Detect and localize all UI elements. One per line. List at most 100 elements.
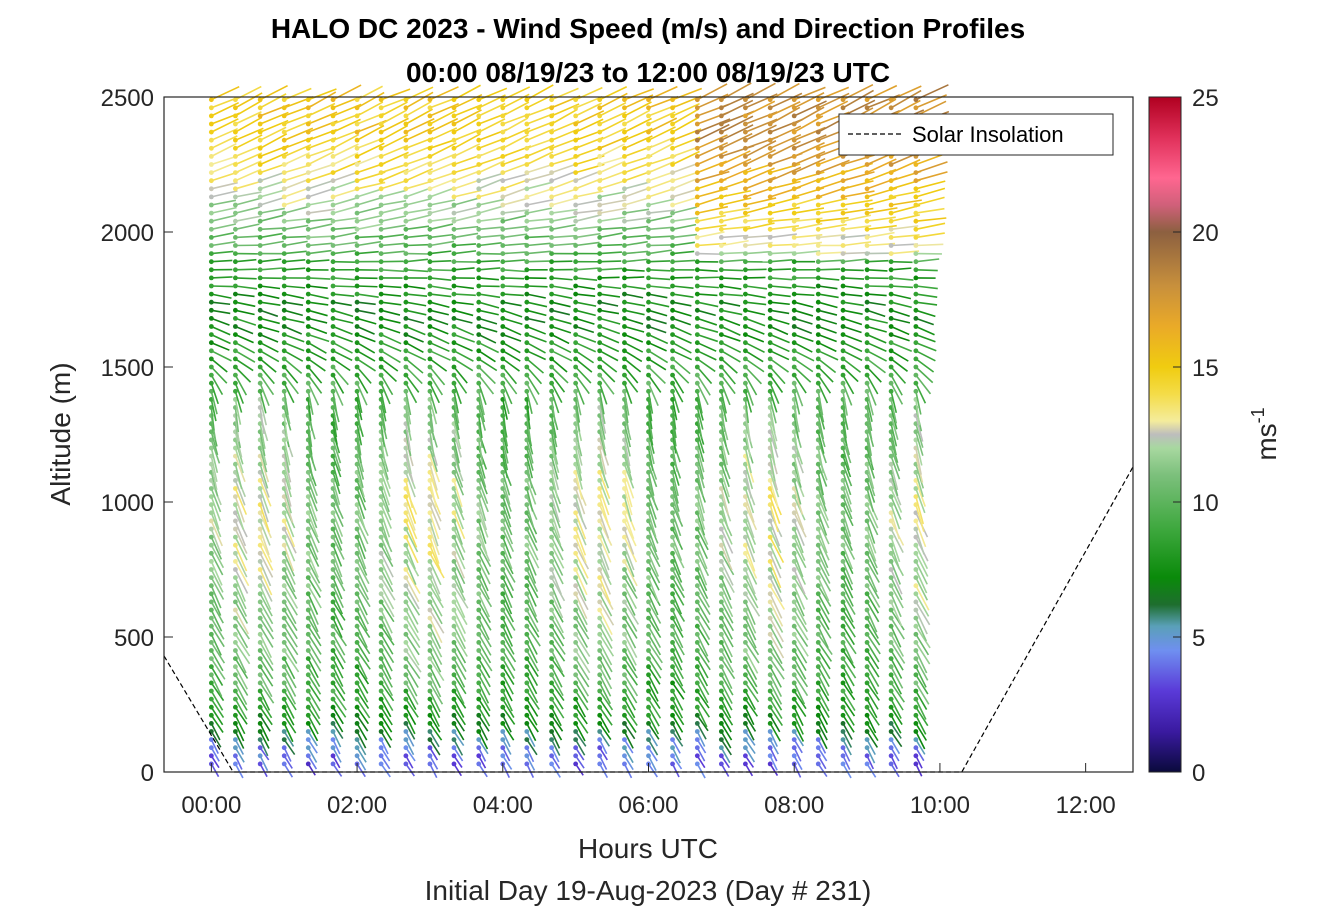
wind-barb-shaft (283, 682, 297, 705)
wind-barb-point (524, 542, 530, 548)
wind-barb-point (815, 704, 821, 710)
wind-barb-shaft (380, 124, 409, 141)
wind-barb-shaft (380, 755, 391, 770)
wind-barb-point (305, 105, 311, 111)
wind-barb-shaft (526, 309, 547, 317)
wind-barb-point (330, 291, 336, 297)
wind-barb-shaft (817, 423, 826, 448)
wind-barb-point (864, 704, 870, 710)
wind-barb-point (718, 121, 724, 127)
wind-barb-point (233, 154, 238, 159)
wind-barb-shaft (502, 601, 515, 623)
wind-barb-point (864, 631, 870, 637)
wind-barb-shaft (502, 374, 518, 395)
wind-barb-point (476, 113, 482, 119)
wind-barb-shaft (211, 206, 237, 214)
wind-barb-point (864, 591, 870, 597)
wind-barb-shaft (453, 463, 464, 488)
wind-barb-shaft (721, 259, 745, 263)
wind-barb-point (524, 332, 530, 337)
wind-barb-shaft (356, 496, 366, 520)
wind-barb-shaft (769, 374, 784, 393)
wind-barb-point (573, 640, 579, 645)
wind-barb-point (524, 388, 530, 394)
wind-barb-point (524, 113, 530, 119)
wind-barb-point (913, 672, 919, 678)
wind-barb-shaft (842, 325, 862, 334)
wind-barb-shaft (332, 666, 344, 687)
wind-barb-point (476, 623, 482, 629)
wind-barb-shaft (769, 698, 783, 719)
wind-barb-point (767, 680, 773, 686)
wind-barb-point (743, 129, 748, 135)
wind-barb-shaft (720, 633, 733, 658)
wind-barb-point (888, 753, 894, 759)
wind-barb-point (281, 599, 287, 605)
wind-barb-point (330, 518, 336, 524)
wind-barb-point (549, 648, 554, 653)
wind-barb-shaft (672, 162, 699, 174)
wind-barb-shaft (429, 633, 443, 658)
wind-barb-point (233, 275, 238, 281)
wind-barb-shaft (598, 488, 610, 516)
wind-barb-point (815, 696, 821, 702)
wind-barb-shaft (842, 415, 847, 439)
wind-barb-point (622, 623, 627, 629)
wind-barb-point (208, 275, 214, 281)
wind-barb-shaft (234, 625, 249, 649)
wind-barb-point (767, 364, 773, 370)
wind-barb-point (718, 559, 724, 564)
wind-barb-shaft (598, 666, 613, 690)
wind-barb-point (330, 664, 336, 670)
wind-barb-shaft (502, 722, 515, 741)
wind-barb-point (257, 121, 263, 127)
wind-barb-shaft (405, 91, 434, 109)
wind-barb-point (864, 380, 870, 386)
wind-barb-shaft (769, 399, 777, 424)
wind-barb-point (597, 648, 603, 653)
wind-barb-shaft (817, 601, 831, 623)
wind-barb-shaft (429, 277, 452, 282)
wind-barb-point (427, 380, 433, 386)
wind-barb-point (257, 275, 263, 281)
wind-barb-point (597, 154, 603, 159)
wind-barb-point (476, 583, 482, 589)
wind-barb-shaft (890, 309, 910, 318)
wind-barb-shaft (210, 358, 228, 373)
wind-barb-shaft (211, 317, 230, 326)
wind-barb-point (403, 299, 409, 305)
wind-barb-point (864, 526, 870, 532)
wind-barb-point (815, 235, 821, 240)
wind-barb-point (622, 145, 627, 151)
wind-barb-shaft (380, 333, 402, 345)
wind-barb-shaft (697, 276, 719, 279)
wind-barb-shaft (721, 251, 748, 255)
wind-barb-point (427, 356, 433, 362)
wind-barb-shaft (284, 293, 305, 300)
wind-barb-point (208, 226, 214, 232)
wind-barb-point (597, 210, 603, 216)
wind-barb-point (815, 542, 821, 548)
wind-barb-point (622, 380, 627, 386)
wind-barb-point (767, 704, 773, 710)
wind-barb-point (864, 251, 870, 256)
wind-barb-point (597, 704, 603, 710)
wind-barb-point (305, 729, 311, 734)
wind-barb-shaft (478, 217, 505, 222)
wind-barb-shaft (235, 191, 262, 198)
wind-barb-shaft (817, 682, 830, 702)
wind-barb-shaft (842, 512, 852, 537)
wind-barb-shaft (574, 690, 589, 711)
wind-barb-point (573, 332, 579, 337)
wind-barb-point (427, 388, 433, 394)
wind-barb-shaft (502, 480, 511, 505)
wind-barb-shaft (671, 714, 684, 733)
wind-barb-shaft (817, 552, 830, 577)
wind-barb-point (815, 202, 821, 208)
wind-barb-shaft (380, 747, 391, 762)
wind-barb-point (524, 202, 530, 208)
wind-barb-shaft (672, 223, 697, 231)
wind-barb-point (622, 737, 627, 742)
wind-barb-point (573, 704, 579, 710)
wind-barb-shaft (259, 488, 270, 514)
